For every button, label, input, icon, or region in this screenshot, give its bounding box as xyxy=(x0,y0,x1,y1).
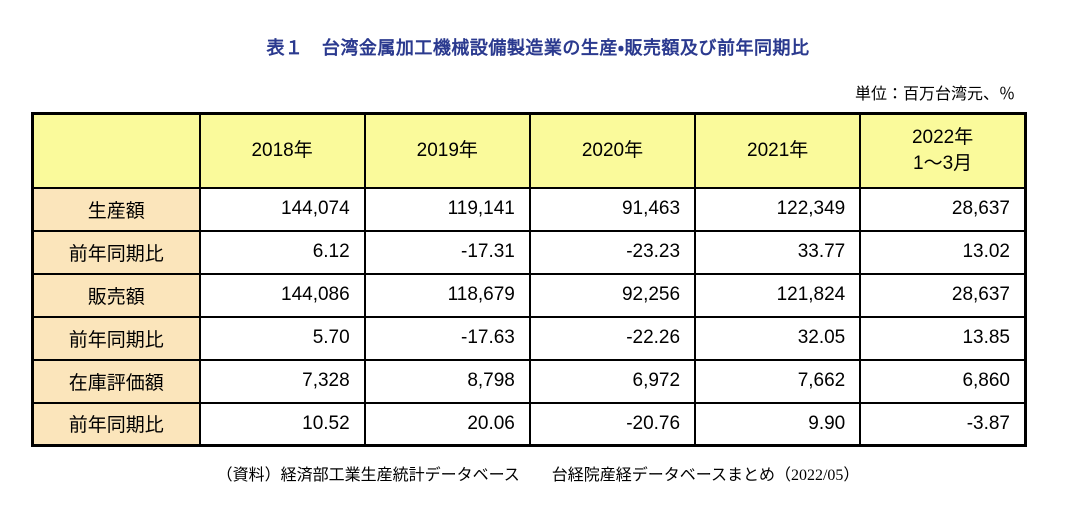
value-cell: 28,637 xyxy=(859,186,1027,232)
value-cell: 10.52 xyxy=(198,401,366,447)
unit-note: 単位：百万台湾元、％ xyxy=(854,86,1015,103)
value-cell: -17.31 xyxy=(363,229,531,275)
value-cell: 13.85 xyxy=(859,315,1027,361)
table-row: 販売額 144,086 118,679 92,256 121,824 28,637 xyxy=(31,272,1027,318)
table-container: 2018年 2019年 2020年 2021年 2022年 1～3月 生産額 144,07… xyxy=(31,112,1076,447)
value-cell: -20.76 xyxy=(528,401,697,447)
value-cell: 33.77 xyxy=(694,229,862,275)
table-row: 前年同期比 10.52 20.06 -20.76 9.90 -3.87 xyxy=(31,401,1027,447)
value-cell: -17.63 xyxy=(363,315,531,361)
value-cell: 91,463 xyxy=(528,186,697,232)
table-row: 生産額 144,074 119,141 91,463 122,349 28,637 xyxy=(31,186,1027,232)
value-cell: 32.05 xyxy=(694,315,862,361)
value-cell: -22.26 xyxy=(528,315,697,361)
value-cell: 13.02 xyxy=(859,229,1027,275)
value-cell: 28,637 xyxy=(859,272,1027,318)
value-cell: 122,349 xyxy=(694,186,862,232)
value-cell: 92,256 xyxy=(528,272,697,318)
year-header-cell: 2019年 xyxy=(363,112,531,189)
value-cell: -3.87 xyxy=(859,401,1027,447)
year-header-cell: 2020年 xyxy=(528,112,697,189)
row-label-cell: 生産額 xyxy=(31,186,201,232)
value-cell: 118,679 xyxy=(363,272,531,318)
table-row: 前年同期比 6.12 -17.31 -23.23 33.77 13.02 xyxy=(31,229,1027,275)
year-header-cell: 2021年 xyxy=(694,112,862,189)
data-table: 2018年 2019年 2020年 2021年 2022年 1～3月 生産額 144,07… xyxy=(31,112,1027,447)
row-label-cell: 在庫評価額 xyxy=(31,358,201,404)
year-header-cell: 2018年 xyxy=(198,112,366,189)
table-header-row: 2018年 2019年 2020年 2021年 2022年 1～3月 xyxy=(31,112,1027,189)
table-row: 在庫評価額 7,328 8,798 6,972 7,662 6,860 xyxy=(31,358,1027,404)
year-header-cell: 2022年 1～3月 xyxy=(859,112,1027,189)
value-cell: -23.23 xyxy=(528,229,697,275)
value-cell: 6,972 xyxy=(528,358,697,404)
value-cell: 7,662 xyxy=(694,358,862,404)
table-body: 生産額 144,074 119,141 91,463 122,349 28,637 前年同期… xyxy=(31,186,1027,447)
row-label-cell: 前年同期比 xyxy=(31,401,201,447)
value-cell: 9.90 xyxy=(694,401,862,447)
value-cell: 6,860 xyxy=(859,358,1027,404)
value-cell: 144,086 xyxy=(198,272,366,318)
value-cell: 5.70 xyxy=(198,315,366,361)
value-cell: 6.12 xyxy=(198,229,366,275)
row-label-cell: 販売額 xyxy=(31,272,201,318)
page-title: 表１ 台湾金属加工機械設備製造業の生産・販売額及び前年同期比 xyxy=(266,38,810,58)
source-note: （資料）経済部工業生産統計データベース 台経院産経データベースまとめ（2022/… xyxy=(216,467,860,484)
value-cell: 121,824 xyxy=(694,272,862,318)
row-label-cell: 前年同期比 xyxy=(31,315,201,361)
value-cell: 7,328 xyxy=(198,358,366,404)
value-cell: 20.06 xyxy=(363,401,531,447)
corner-cell xyxy=(31,112,201,189)
row-label-cell: 前年同期比 xyxy=(31,229,201,275)
table-row: 前年同期比 5.70 -17.63 -22.26 32.05 13.85 xyxy=(31,315,1027,361)
value-cell: 144,074 xyxy=(198,186,366,232)
value-cell: 119,141 xyxy=(363,186,531,232)
value-cell: 8,798 xyxy=(363,358,531,404)
